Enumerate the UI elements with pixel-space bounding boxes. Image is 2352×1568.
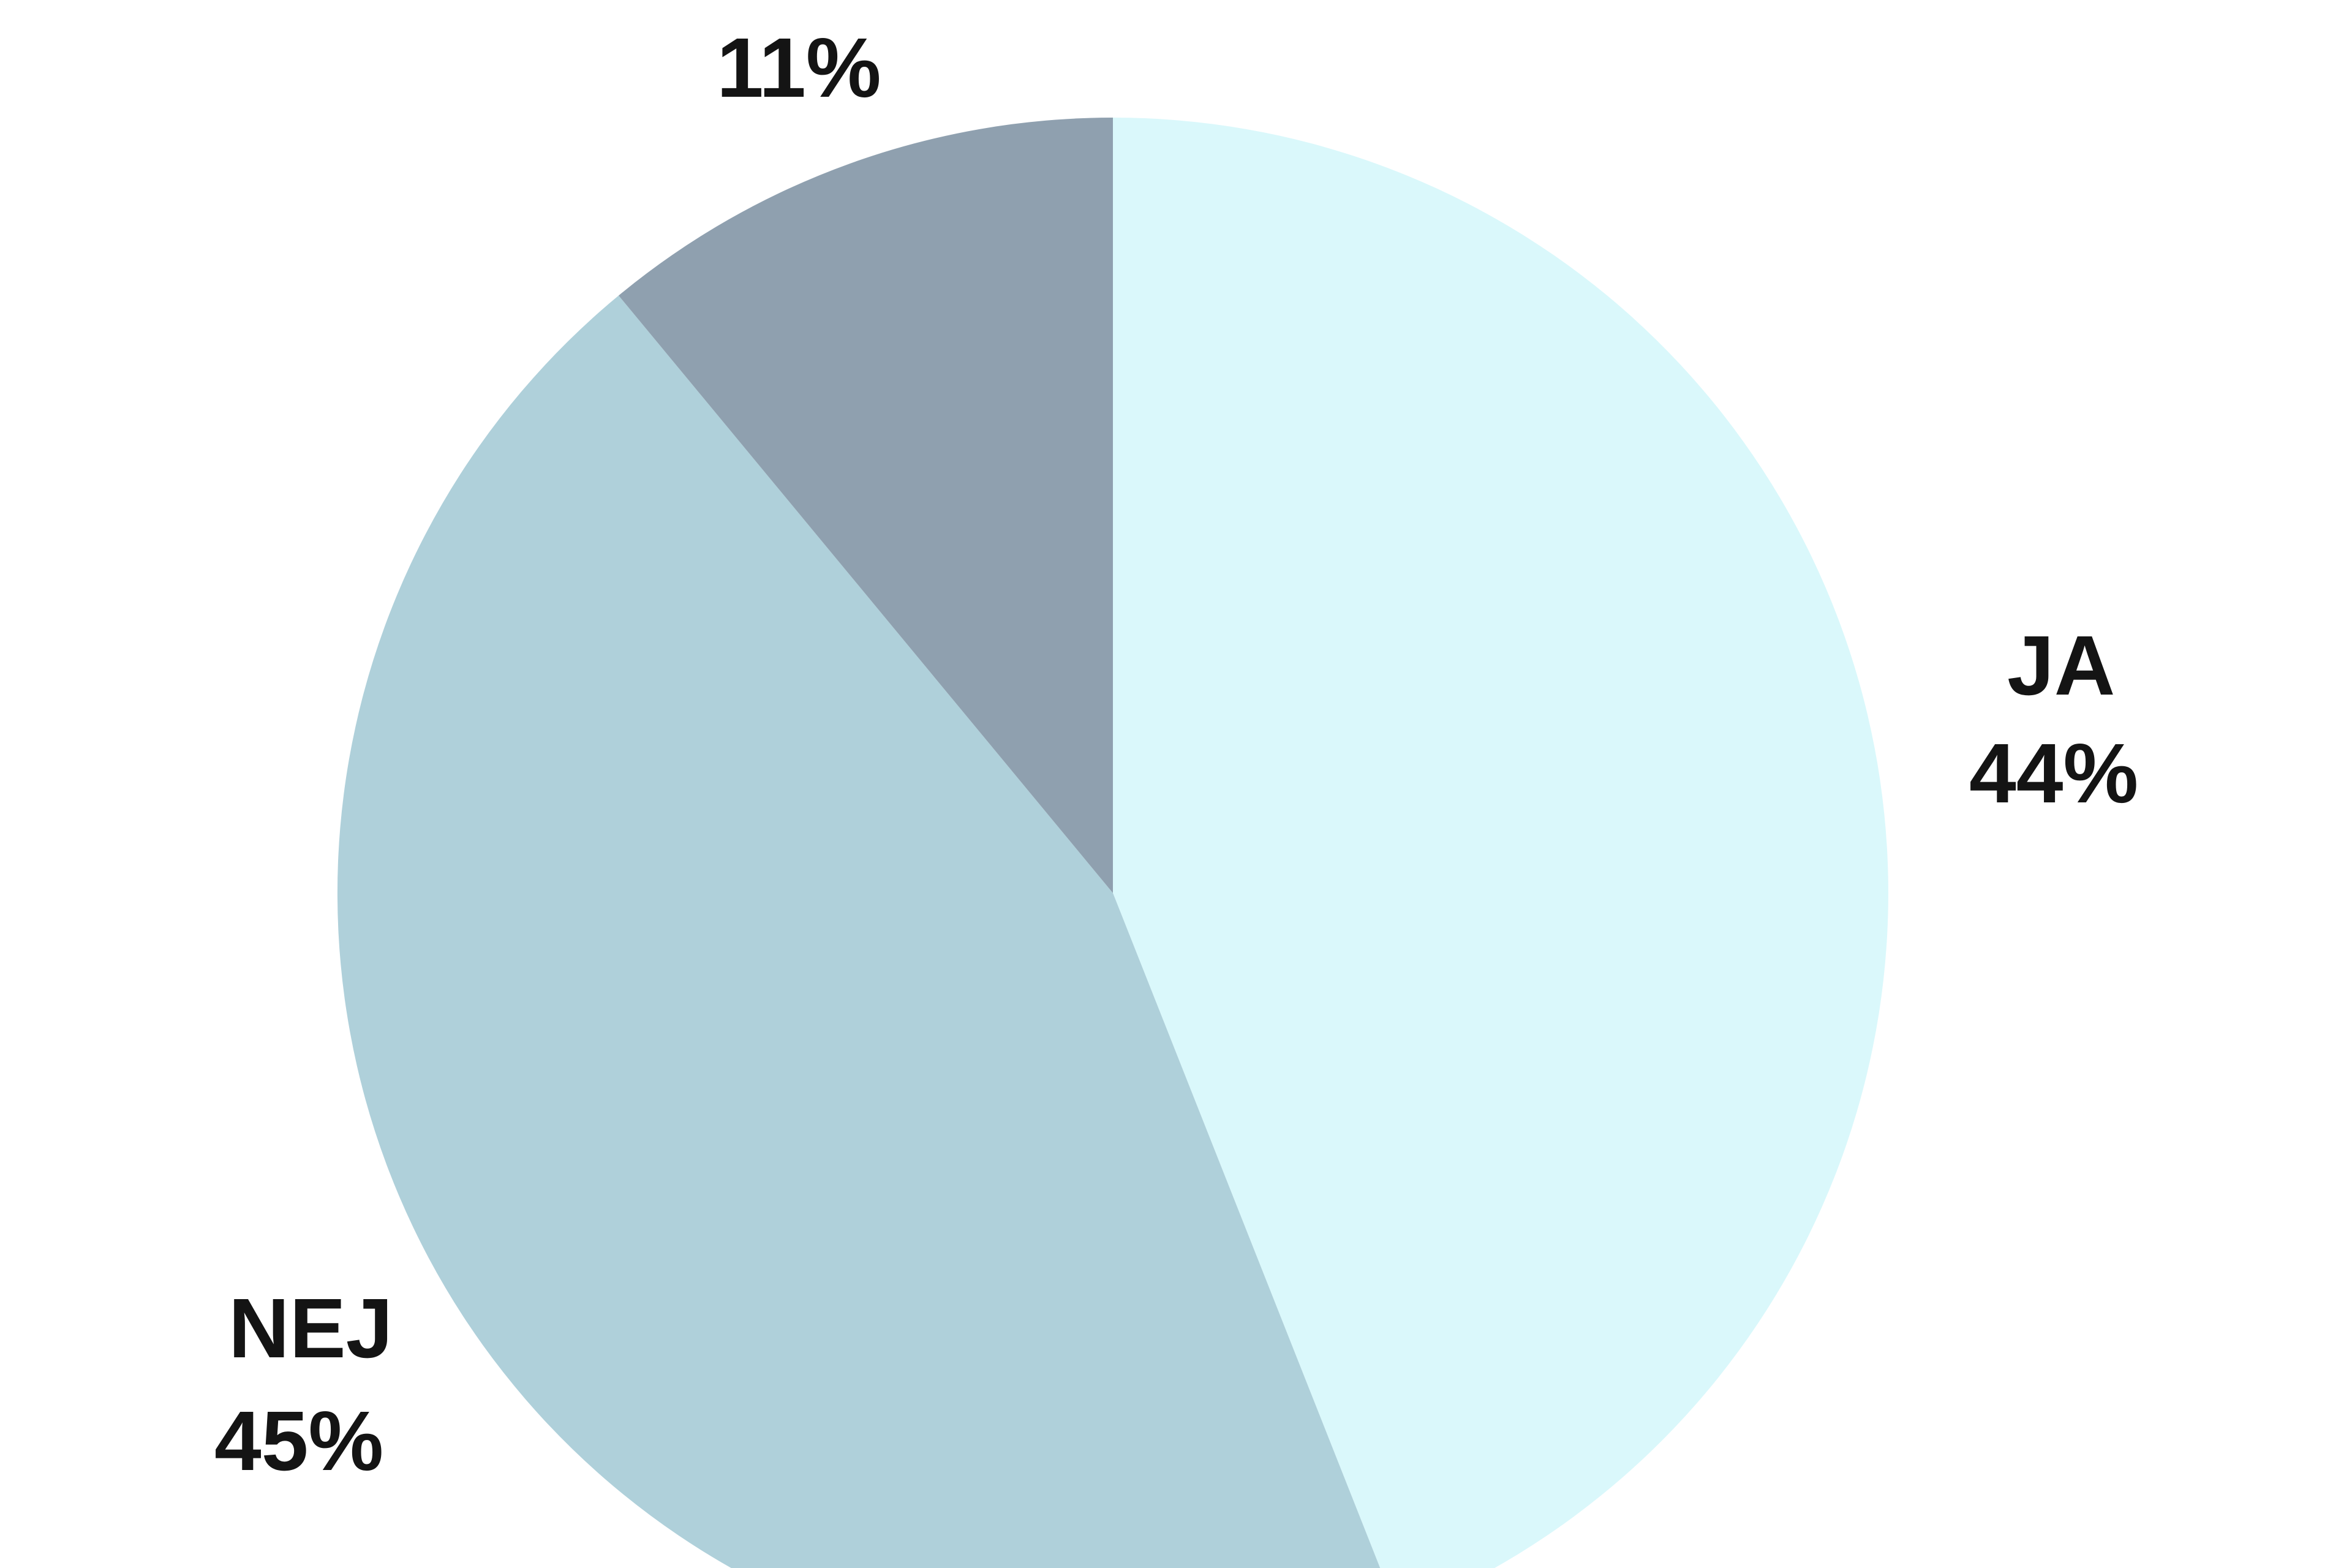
svg-text:11%: 11% [717, 21, 881, 115]
svg-text:JA: JA [2007, 619, 2115, 713]
svg-text:45%: 45% [214, 1394, 383, 1488]
svg-text:44%: 44% [1969, 726, 2138, 821]
svg-text:NEJ: NEJ [228, 1281, 393, 1376]
